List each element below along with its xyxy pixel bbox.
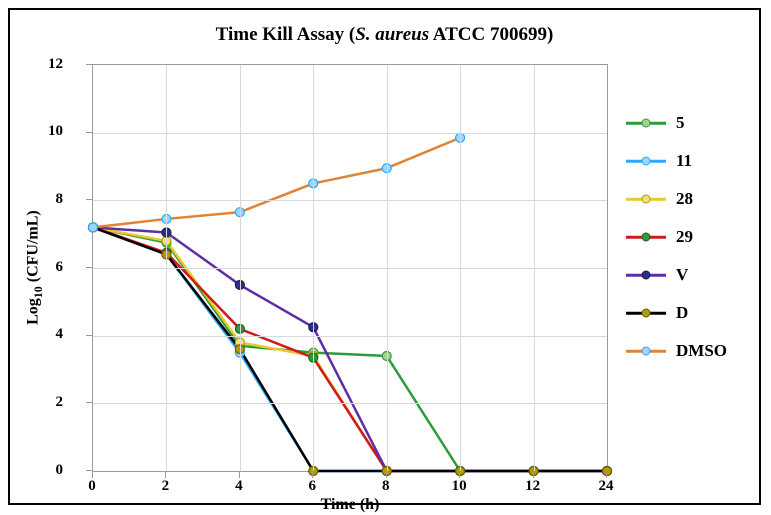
gridline-v — [387, 65, 388, 471]
legend-marker — [642, 157, 651, 166]
gridline-v — [313, 65, 314, 471]
x-tick-label: 12 — [525, 478, 540, 495]
legend-swatch — [626, 151, 666, 171]
legend-label: 28 — [676, 189, 693, 209]
series-line — [93, 138, 460, 228]
series-line — [93, 227, 607, 471]
legend-label: V — [676, 265, 688, 285]
legend-swatch — [626, 341, 666, 361]
legend-item: D — [626, 294, 727, 332]
tick-y — [86, 402, 92, 403]
legend-swatch — [626, 303, 666, 323]
tick-y — [86, 64, 92, 65]
gridline-h — [93, 200, 607, 201]
series-line — [93, 227, 607, 471]
tick-y — [86, 199, 92, 200]
series-line — [93, 227, 607, 471]
y-tick-label: 0 — [13, 462, 63, 479]
x-tick-label: 4 — [235, 478, 243, 495]
tick-y — [86, 267, 92, 268]
x-axis-title: Time (h) — [92, 496, 608, 514]
legend-marker — [642, 309, 651, 318]
x-tick-label: 2 — [162, 478, 170, 495]
legend-item: V — [626, 256, 727, 294]
y-tick-label: 12 — [13, 56, 63, 73]
legend-label: 11 — [676, 151, 692, 171]
x-tick-label: 6 — [309, 478, 317, 495]
gridline-v — [534, 65, 535, 471]
data-marker — [89, 223, 98, 232]
chart-frame: Time Kill Assay (S. aureus ATCC 700699) … — [8, 8, 761, 505]
y-tick-label: 4 — [13, 326, 63, 343]
data-marker — [603, 467, 612, 476]
gridline-v — [166, 65, 167, 471]
legend-label: 5 — [676, 113, 685, 133]
legend: 5 11 28 29 VD DMSO — [626, 104, 727, 370]
legend-item: 5 — [626, 104, 727, 142]
x-tick-label: 10 — [452, 478, 467, 495]
series-line — [93, 227, 607, 471]
title-post: ATCC 700699) — [429, 24, 553, 45]
tick-y — [86, 470, 92, 471]
gridline-h — [93, 268, 607, 269]
legend-item: 28 — [626, 180, 727, 218]
legend-marker — [642, 347, 651, 356]
plot-area — [92, 64, 608, 472]
x-tick-label: 24 — [599, 478, 614, 495]
legend-item: DMSO — [626, 332, 727, 370]
y-tick-label: 6 — [13, 259, 63, 276]
gridline-v — [460, 65, 461, 471]
legend-marker — [642, 195, 651, 204]
y-tick-label: 2 — [13, 394, 63, 411]
legend-marker — [642, 271, 651, 280]
x-tick-label: 0 — [88, 478, 96, 495]
x-tick-label: 8 — [382, 478, 390, 495]
gridline-h — [93, 336, 607, 337]
title-pre: Time Kill Assay ( — [216, 24, 356, 45]
legend-item: 29 — [626, 218, 727, 256]
y-tick-label: 8 — [13, 191, 63, 208]
title-italic: S. aureus — [355, 24, 429, 45]
gridline-h — [93, 403, 607, 404]
y-tick-label: 10 — [13, 123, 63, 140]
legend-item: 11 — [626, 142, 727, 180]
tick-y — [86, 335, 92, 336]
legend-swatch — [626, 227, 666, 247]
series-line — [93, 227, 607, 471]
chart-title: Time Kill Assay (S. aureus ATCC 700699) — [10, 24, 759, 46]
legend-label: DMSO — [676, 341, 727, 361]
legend-swatch — [626, 189, 666, 209]
legend-label: 29 — [676, 227, 693, 247]
gridline-v — [240, 65, 241, 471]
legend-marker — [642, 119, 651, 128]
legend-swatch — [626, 265, 666, 285]
legend-label: D — [676, 303, 688, 323]
legend-marker — [642, 233, 651, 242]
legend-swatch — [626, 113, 666, 133]
series-line — [93, 227, 607, 471]
tick-y — [86, 132, 92, 133]
gridline-h — [93, 133, 607, 134]
